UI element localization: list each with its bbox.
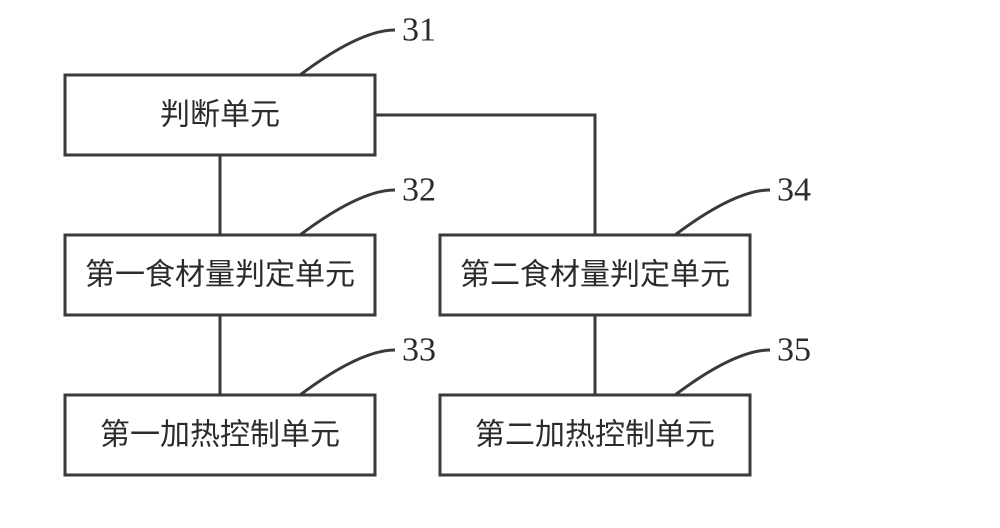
box-first-heat-label: 第一加热控制单元 bbox=[100, 419, 340, 452]
leader-35 bbox=[675, 350, 770, 395]
leader-31 bbox=[300, 30, 395, 75]
label-35: 35 bbox=[777, 332, 811, 369]
box-first-quantity-label: 第一食材量判定单元 bbox=[85, 259, 355, 292]
box-second-heat: 第二加热控制单元 bbox=[440, 395, 750, 475]
label-32: 32 bbox=[402, 172, 436, 209]
label-33: 33 bbox=[402, 332, 436, 369]
box-judge: 判断单元 bbox=[65, 75, 375, 155]
label-31: 31 bbox=[402, 12, 436, 49]
box-second-quantity-label: 第二食材量判定单元 bbox=[460, 259, 730, 292]
box-judge-label: 判断单元 bbox=[160, 99, 280, 132]
leader-32 bbox=[300, 190, 395, 235]
box-first-quantity: 第一食材量判定单元 bbox=[65, 235, 375, 315]
leader-33 bbox=[300, 350, 395, 395]
box-second-quantity: 第二食材量判定单元 bbox=[440, 235, 750, 315]
label-34: 34 bbox=[777, 172, 811, 209]
leader-34 bbox=[675, 190, 770, 235]
box-first-heat: 第一加热控制单元 bbox=[65, 395, 375, 475]
box-second-heat-label: 第二加热控制单元 bbox=[475, 419, 715, 452]
